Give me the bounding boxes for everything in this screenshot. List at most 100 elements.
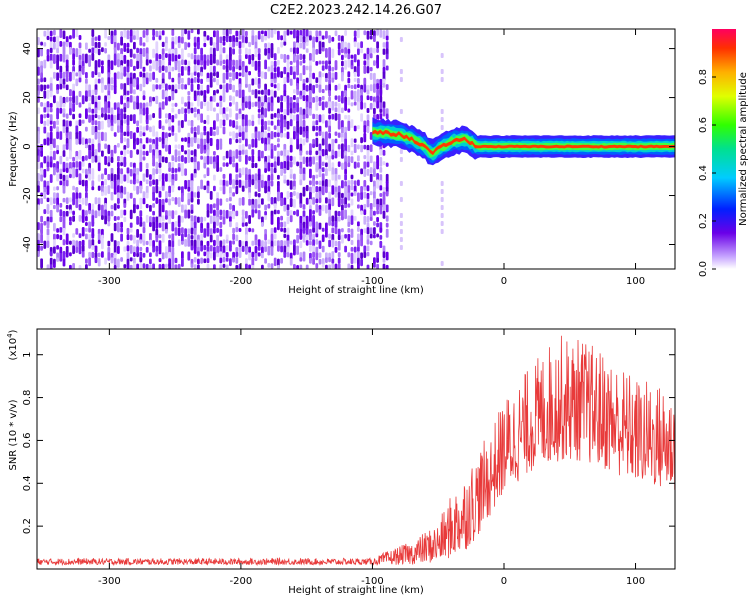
heatmap-cell <box>62 54 66 63</box>
heatmap-cell <box>315 174 319 179</box>
heatmap-cell <box>385 113 389 120</box>
heatmap-cell <box>363 161 367 170</box>
heatmap-cell <box>161 30 165 36</box>
heatmap-cell <box>331 143 335 151</box>
heatmap-cell <box>376 173 379 182</box>
heatmap-cell <box>171 53 175 62</box>
heatmap-cell <box>184 113 187 122</box>
heatmap-cell <box>53 138 56 149</box>
heatmap-cell <box>347 48 351 55</box>
heatmap-cell <box>373 107 376 115</box>
heatmap-cell <box>321 173 325 183</box>
heatmap-cell <box>315 83 319 89</box>
heatmap-cell <box>81 119 85 124</box>
heatmap-cell <box>49 174 53 183</box>
heatmap-cell <box>245 65 248 73</box>
heatmap-cell <box>312 239 315 247</box>
heatmap-cell <box>277 35 280 41</box>
heatmap-cell <box>187 66 191 73</box>
heatmap-cell <box>277 113 280 119</box>
heatmap-cell <box>187 71 191 76</box>
heatmap-cell <box>315 30 319 37</box>
heatmap-cell <box>261 150 264 159</box>
heatmap-cell <box>117 227 120 233</box>
heatmap-cell <box>120 174 123 185</box>
heatmap-cell <box>229 221 232 228</box>
heatmap-cell <box>72 167 75 176</box>
heatmap-cell <box>302 156 306 165</box>
heatmap-cell <box>341 120 344 129</box>
heatmap-cell <box>62 108 66 115</box>
heatmap-cell <box>94 89 98 96</box>
signal-band-layer <box>372 125 675 161</box>
heatmap-cell <box>145 53 149 61</box>
heatmap-cell <box>187 42 191 48</box>
heatmap-cell <box>299 107 303 117</box>
heatmap-cell <box>264 246 267 253</box>
heatmap-cell <box>56 131 59 140</box>
heatmap-cell <box>49 197 53 206</box>
heatmap-cell <box>158 198 162 205</box>
heatmap-cell <box>241 209 245 217</box>
heatmap-cell <box>222 59 226 65</box>
heatmap-cell <box>289 113 293 120</box>
heatmap-cell <box>337 113 341 121</box>
heatmap-cell <box>37 161 40 170</box>
heatmap-cell <box>235 227 239 233</box>
heatmap-cell <box>49 47 53 54</box>
heatmap-cell <box>321 72 325 78</box>
heatmap-cell <box>337 144 341 150</box>
heatmap-cell <box>302 204 306 210</box>
heatmap-cell <box>193 168 197 175</box>
heatmap-cell <box>142 263 146 269</box>
heatmap-cell <box>59 53 63 62</box>
heatmap-streak-cell <box>399 181 403 186</box>
heatmap-cell <box>145 77 149 85</box>
heatmap-cell <box>341 72 344 82</box>
heatmap-cell <box>158 54 162 60</box>
heatmap-cell <box>305 84 309 92</box>
heatmap-cell <box>65 71 69 79</box>
heatmap-cell <box>177 197 181 208</box>
heatmap-cell <box>280 161 283 170</box>
heatmap-cell <box>264 42 267 49</box>
colorbar-tick-label: 0.2 <box>698 213 709 229</box>
heatmap-cell <box>318 180 322 186</box>
heatmap-cell <box>161 89 165 100</box>
heatmap-cell <box>235 246 239 253</box>
heatmap-cell <box>257 53 261 61</box>
heatmap-cell <box>129 48 133 58</box>
heatmap-cell <box>37 36 40 46</box>
heatmap-cell <box>117 192 120 199</box>
heatmap-cell <box>299 95 303 100</box>
heatmap-cell <box>69 108 72 116</box>
heatmap-cell <box>97 35 101 42</box>
heatmap-cell <box>347 252 351 258</box>
heatmap-cell <box>177 144 181 150</box>
heatmap-cell <box>113 72 117 81</box>
heatmap-cell <box>366 150 370 159</box>
heatmap-cell <box>187 198 191 206</box>
heatmap-cell <box>190 173 194 182</box>
heatmap-cell <box>168 84 171 90</box>
heatmap-cell <box>152 125 155 133</box>
heatmap-cell <box>385 108 389 115</box>
heatmap-cell <box>321 89 325 94</box>
heatmap-cell <box>254 203 258 210</box>
heatmap-cell <box>273 144 277 151</box>
heatmap-cell <box>363 251 367 258</box>
heatmap-cell <box>238 65 242 71</box>
heatmap-cell <box>382 161 386 166</box>
heatmap-cell <box>91 180 95 187</box>
heatmap-cell <box>65 96 69 103</box>
heatmap-cell <box>49 77 53 85</box>
heatmap-streak-cell <box>440 77 444 82</box>
heatmap-cell <box>203 131 207 136</box>
heatmap-cell <box>270 173 274 181</box>
heatmap-cell <box>174 89 178 94</box>
heatmap-cell <box>145 35 149 43</box>
heatmap-cell <box>168 126 171 131</box>
heatmap-cell <box>302 119 306 130</box>
heatmap-streak-cell <box>440 109 444 114</box>
